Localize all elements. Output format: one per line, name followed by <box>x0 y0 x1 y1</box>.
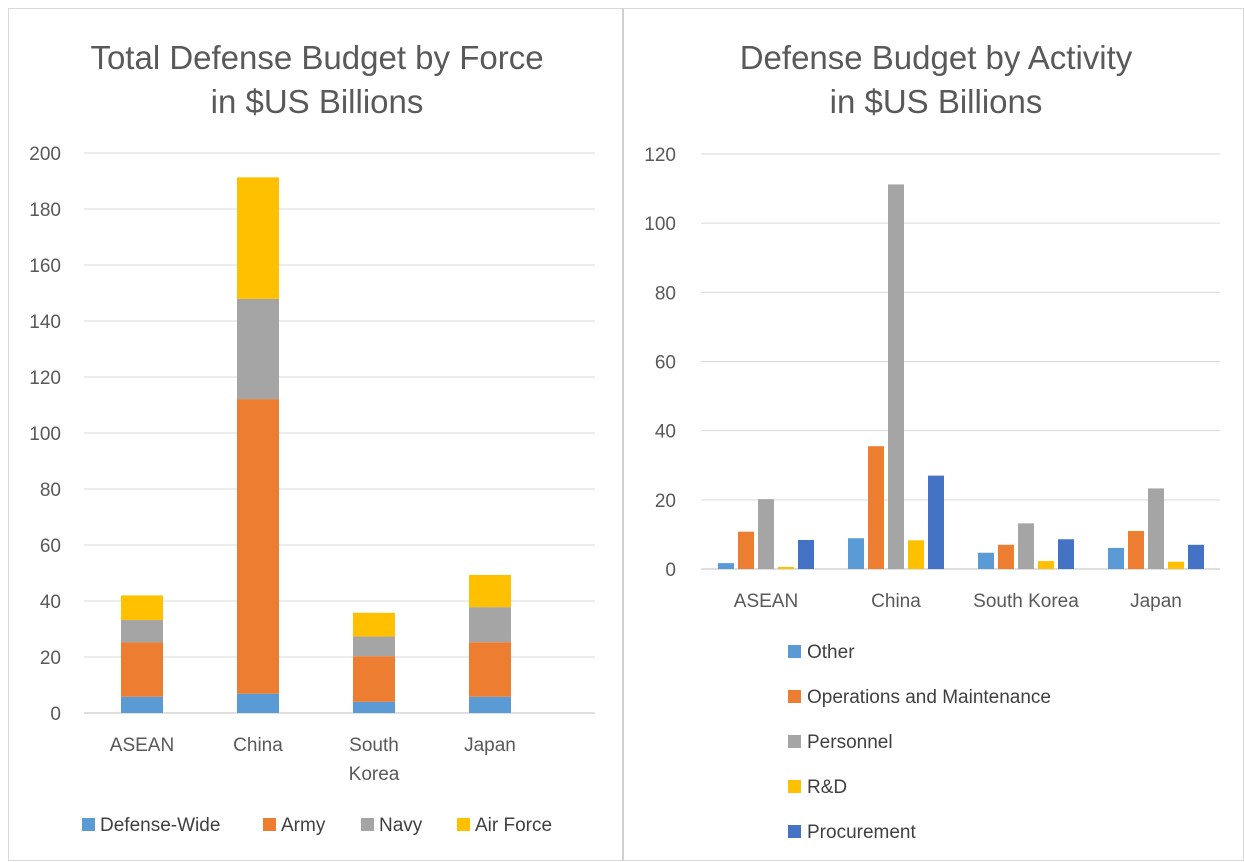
y-tick-label: 40 <box>655 422 676 443</box>
bar <box>908 540 924 569</box>
x-tick-label: Japan <box>464 735 516 756</box>
bar-segment <box>353 636 395 657</box>
y-tick-label: 120 <box>644 145 676 166</box>
bar-segment <box>469 607 511 643</box>
bar-segment <box>237 399 279 694</box>
bar-segment <box>469 642 511 697</box>
bar <box>718 563 734 569</box>
legend-label: Army <box>281 815 326 836</box>
legend-swatch <box>788 690 801 703</box>
legend-swatch <box>788 735 801 748</box>
y-tick-label: 200 <box>29 144 61 165</box>
y-tick-label: 120 <box>29 368 61 389</box>
legend-label: Other <box>807 642 855 663</box>
y-tick-label: 160 <box>29 256 61 277</box>
y-tick-label: 140 <box>29 312 61 333</box>
legend-label: Air Force <box>475 815 552 836</box>
bar <box>798 539 814 569</box>
chart-title-line: in $US Billions <box>211 83 424 120</box>
bar <box>1058 539 1074 569</box>
chart-title-line: in $US Billions <box>830 83 1043 120</box>
legend-label: Defense-Wide <box>100 815 220 836</box>
legend-swatch <box>361 818 374 831</box>
legend-label: Navy <box>379 815 423 836</box>
bar <box>1038 561 1054 569</box>
x-tick-label: China <box>233 735 283 756</box>
y-tick-label: 180 <box>29 200 61 221</box>
bar-segment <box>353 656 395 702</box>
legend-swatch <box>82 818 95 831</box>
y-tick-label: 0 <box>50 704 61 725</box>
bar <box>1168 561 1184 569</box>
legend-swatch <box>457 818 470 831</box>
force-budget-chart: Total Defense Budget by Force in $US Bill… <box>29 39 595 836</box>
activity-budget-chart-panel: Defense Budget by Activity in $US Billion… <box>624 8 1244 861</box>
y-tick-label: 0 <box>665 560 676 581</box>
x-tick-label: South <box>349 735 399 756</box>
y-tick-label: 80 <box>40 480 61 501</box>
bar <box>738 531 754 569</box>
bar-segment <box>121 620 163 643</box>
legend-swatch <box>788 645 801 658</box>
y-tick-label: 60 <box>655 353 676 374</box>
legend-label: Operations and Maintenance <box>807 687 1051 708</box>
chart-title-line: Defense Budget by Activity <box>740 39 1133 76</box>
legend-label: Personnel <box>807 732 893 753</box>
x-tick-label: South Korea <box>973 591 1079 612</box>
bar <box>1128 530 1144 569</box>
chart-title-line: Total Defense Budget by Force <box>90 39 543 76</box>
bar-segment <box>353 612 395 637</box>
bar <box>888 184 904 569</box>
bar-segment <box>469 696 511 713</box>
bar <box>868 446 884 569</box>
legend-swatch <box>263 818 276 831</box>
legend-swatch <box>788 780 801 793</box>
legend-swatch <box>788 825 801 838</box>
y-tick-label: 60 <box>40 536 61 557</box>
bar-segment <box>121 642 163 697</box>
x-tick-label: ASEAN <box>734 591 798 612</box>
bar <box>1188 544 1204 569</box>
bar <box>1018 523 1034 569</box>
bar <box>1108 547 1124 569</box>
bar <box>778 566 794 569</box>
y-tick-label: 80 <box>655 283 676 304</box>
bar <box>848 538 864 569</box>
bar-segment <box>237 298 279 400</box>
bar-segment <box>121 696 163 713</box>
y-tick-label: 100 <box>29 424 61 445</box>
bar-segment <box>237 693 279 713</box>
bar-segment <box>469 574 511 608</box>
bar-segment <box>353 701 395 713</box>
bar-segment <box>237 177 279 299</box>
y-tick-label: 100 <box>644 214 676 235</box>
bar <box>978 552 994 569</box>
x-tick-label: China <box>871 591 921 612</box>
force-budget-chart-panel: Total Defense Budget by Force in $US Bill… <box>8 8 624 861</box>
bar <box>758 499 774 569</box>
y-tick-label: 20 <box>40 648 61 669</box>
bar <box>1148 488 1164 569</box>
bar <box>928 475 944 569</box>
activity-budget-chart: Defense Budget by Activity in $US Billion… <box>644 39 1220 843</box>
bar <box>998 544 1014 569</box>
x-tick-label: Japan <box>1130 591 1182 612</box>
x-tick-label: ASEAN <box>110 735 174 756</box>
x-tick-label: Korea <box>349 764 400 785</box>
legend-label: Procurement <box>807 822 916 843</box>
bar-segment <box>121 595 163 621</box>
legend-label: R&D <box>807 777 847 798</box>
y-tick-label: 20 <box>655 491 676 512</box>
y-tick-label: 40 <box>40 592 61 613</box>
